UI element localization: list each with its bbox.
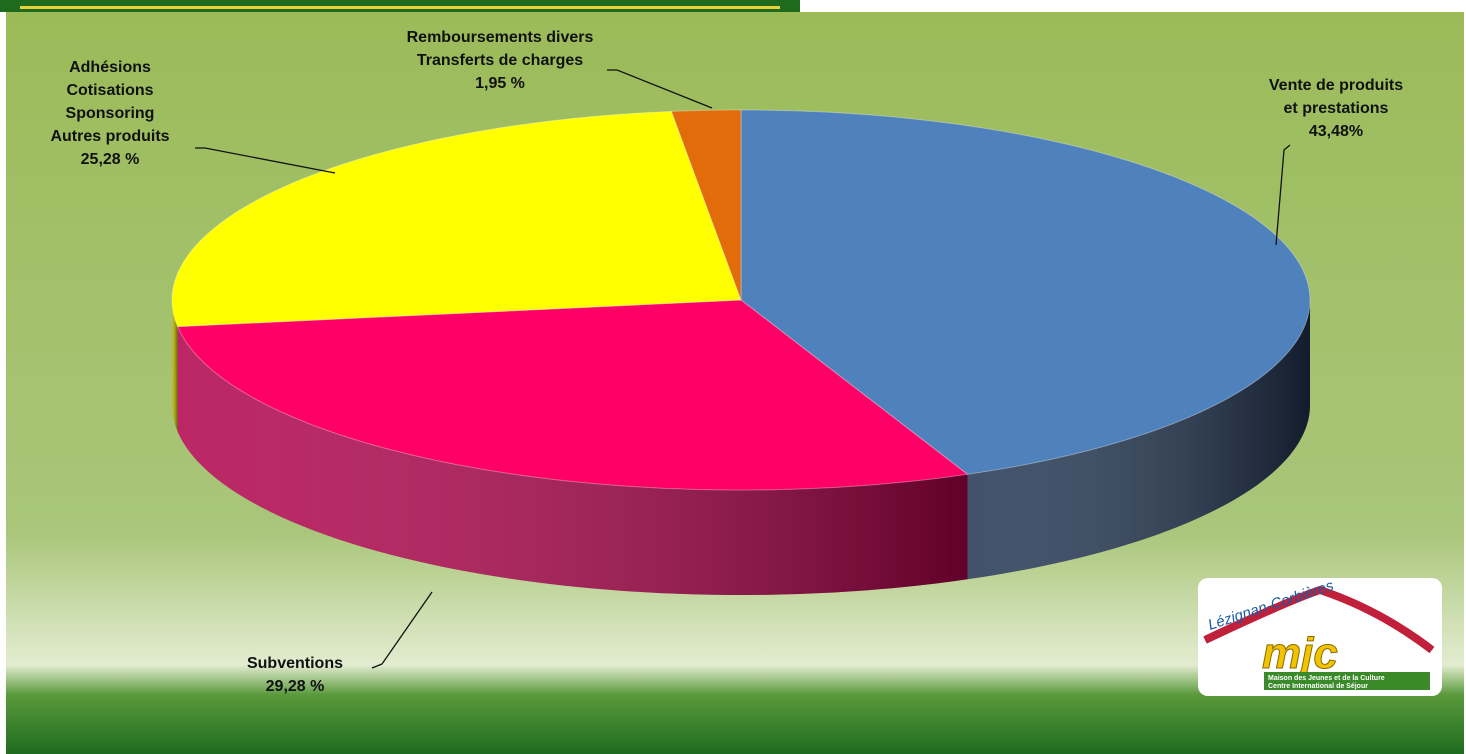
- logo-mark: mjc: [1262, 629, 1338, 678]
- value-label: 29,28 %: [266, 678, 325, 695]
- slice: [171, 110, 742, 328]
- slice-label: Adhésions: [69, 59, 151, 76]
- value-label: 43,48%: [1309, 123, 1363, 140]
- slice-side-shade: [177, 326, 968, 595]
- leader-line: [371, 591, 433, 669]
- logo-line2: Centre International de Séjour: [1268, 683, 1368, 690]
- slice-side-shade: [967, 300, 1310, 580]
- slice: [670, 109, 742, 301]
- slice-label: Subventions: [247, 655, 343, 672]
- slice: [740, 109, 1311, 475]
- leader-line: [195, 147, 336, 174]
- slice-label: Vente de produits: [1269, 77, 1403, 94]
- labels: Vente de produits et prestations 43,48% Sub…: [50, 29, 1403, 695]
- leader-line: [1275, 144, 1291, 246]
- logo-roof: [1203, 585, 1435, 654]
- logo-band: [1264, 672, 1430, 690]
- slice-label: Transferts de charges: [417, 52, 583, 69]
- value-label: 25,28 %: [81, 151, 140, 168]
- logo-box: [1198, 578, 1442, 696]
- logo: Lézignan-Corbières mjc Maison des Jeunes…: [1198, 577, 1442, 696]
- pie: [171, 109, 1311, 595]
- leader-line: [607, 69, 713, 109]
- logo-line1: Maison des Jeunes et de la Culture: [1268, 675, 1385, 682]
- slice-label: Autres produits: [50, 128, 169, 145]
- slice-label: Cotisations: [66, 82, 153, 99]
- slice-side-shade: [172, 300, 178, 432]
- slice: [176, 299, 969, 491]
- slice-label: Sponsoring: [66, 105, 155, 122]
- top-banner-line: [20, 6, 780, 9]
- value-label: 1,95 %: [475, 75, 525, 92]
- slice-label: Remboursements divers: [407, 29, 594, 46]
- slice-label: et prestations: [1284, 100, 1389, 117]
